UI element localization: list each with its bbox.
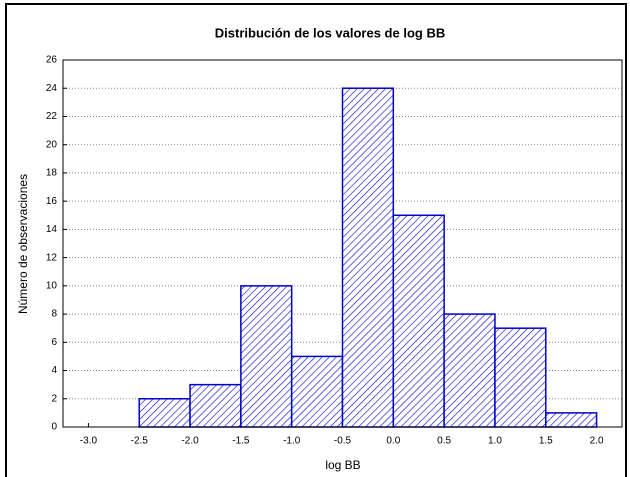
y-tick-label: 10 [46, 280, 58, 291]
y-tick-label: 24 [46, 83, 58, 94]
y-tick-label: 12 [46, 252, 58, 263]
x-tick-label: 0.5 [437, 436, 451, 447]
bar [240, 285, 293, 428]
y-tick-label: 6 [51, 337, 57, 348]
bar [443, 313, 496, 428]
bar [189, 383, 242, 428]
x-tick-label: -1.0 [283, 436, 301, 447]
chart-title: Distribución de los valores de log BB [215, 25, 445, 40]
x-tick-label: -1.5 [232, 436, 250, 447]
x-tick-label: 2.0 [590, 436, 604, 447]
y-tick-label: 22 [46, 111, 58, 122]
bar [341, 87, 395, 428]
x-tick-label: -3.0 [80, 436, 98, 447]
bar [392, 214, 445, 428]
y-tick-label: 2 [51, 393, 57, 404]
y-tick-label: 26 [46, 55, 58, 66]
bar [290, 355, 344, 428]
x-tick-label: 1.5 [539, 436, 553, 447]
y-tick-label: 0 [51, 422, 57, 433]
y-tick-label: 18 [46, 168, 58, 179]
y-axis-label: Número de observaciones [16, 174, 30, 314]
x-axis-label: log BB [325, 458, 360, 472]
bar [494, 327, 547, 428]
x-tick-label: 1.0 [488, 436, 502, 447]
x-tick-label: -2.0 [181, 436, 199, 447]
y-tick-label: 4 [51, 365, 57, 376]
x-tick-label: -2.5 [131, 436, 149, 447]
x-tick-label: -0.5 [334, 436, 352, 447]
bar [545, 412, 598, 428]
y-tick-label: 16 [46, 196, 58, 207]
y-tick-label: 20 [46, 139, 58, 150]
y-tick-label: 8 [51, 309, 57, 320]
plot-frame [62, 59, 623, 428]
y-tick-label: 14 [46, 224, 58, 235]
bar [138, 398, 191, 428]
x-tick-label: 0.0 [386, 436, 400, 447]
